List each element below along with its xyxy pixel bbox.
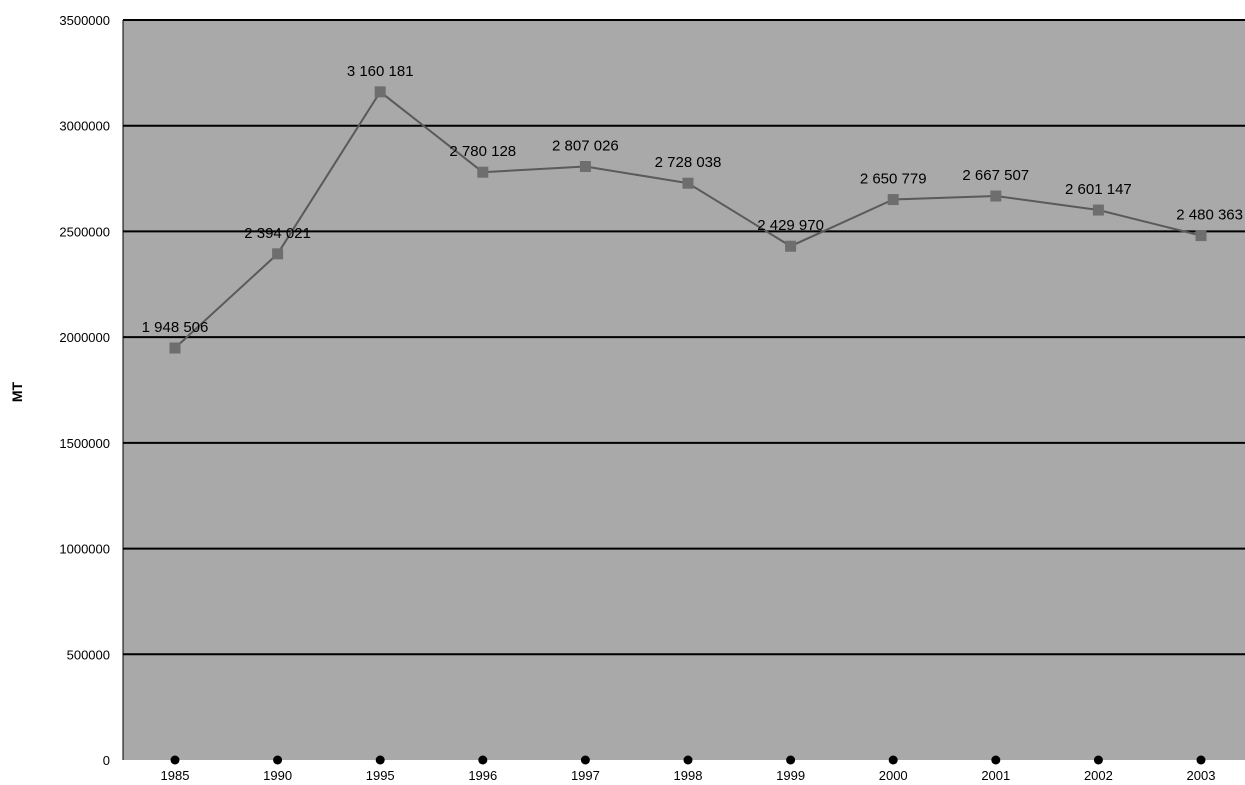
y-tick-label: 2500000	[59, 224, 110, 239]
data-points	[169, 86, 1207, 354]
data-point	[785, 240, 797, 252]
y-axis-tick-labels: 0 500000 1000000 1500000 2000000 2500000 30000…	[59, 13, 110, 768]
data-point	[169, 342, 181, 354]
data-label: 3 160 181	[347, 63, 414, 80]
data-labels: 1 948 506 2 394 021 3 160 181 2 780 128 2 80…	[142, 63, 1243, 336]
x-tick-label: 2000	[879, 768, 908, 783]
x-axis-marker	[170, 755, 180, 765]
plot-area	[123, 20, 1245, 760]
x-tick-label: 1996	[468, 768, 497, 783]
x-axis-tick-labels: 1985 1990 1995 1996 1997 1998 1999 2000 2001 2002…	[161, 768, 1216, 783]
y-axis-label: MT	[9, 381, 25, 402]
data-label: 2 650 779	[860, 171, 927, 188]
data-point	[1195, 230, 1207, 242]
x-tick-label: 2002	[1084, 768, 1113, 783]
data-label: 2 429 970	[757, 217, 824, 234]
x-tick-label: 2001	[981, 768, 1010, 783]
x-tick-label: 1999	[776, 768, 805, 783]
x-axis-marker	[478, 755, 488, 765]
gridlines	[122, 19, 1245, 760]
x-tick-label: 1997	[571, 768, 600, 783]
data-point	[579, 161, 591, 173]
data-point	[272, 248, 284, 260]
x-tick-label: 1998	[674, 768, 703, 783]
data-label: 2 480 363	[1176, 207, 1243, 224]
x-axis-marker	[1093, 755, 1103, 765]
x-axis-marker	[888, 755, 898, 765]
x-axis-marker	[786, 755, 796, 765]
y-tick-label: 500000	[67, 647, 110, 662]
x-axis-marker	[1196, 755, 1206, 765]
data-label: 2 807 026	[552, 138, 619, 155]
data-point	[374, 86, 386, 98]
x-tick-label: 1985	[161, 768, 190, 783]
x-axis-marker	[991, 755, 1001, 765]
x-axis-marker	[580, 755, 590, 765]
data-point	[682, 177, 694, 189]
x-tick-label: 1995	[366, 768, 395, 783]
x-axis-marker	[683, 755, 693, 765]
data-label: 2 667 507	[962, 167, 1029, 184]
data-point	[477, 166, 489, 178]
x-axis-marker	[273, 755, 283, 765]
data-point	[1092, 204, 1104, 216]
data-label: 2 728 038	[655, 154, 722, 171]
x-tick-label: 2003	[1187, 768, 1216, 783]
data-point	[887, 194, 899, 206]
x-axis-marker	[375, 755, 385, 765]
y-tick-label: 3500000	[59, 13, 110, 28]
x-tick-label: 1990	[263, 768, 292, 783]
y-tick-label: 1000000	[59, 542, 110, 557]
data-label: 2 601 147	[1065, 181, 1132, 198]
data-label: 2 780 128	[449, 143, 516, 160]
data-point	[990, 190, 1002, 202]
y-tick-label: 1500000	[59, 436, 110, 451]
y-tick-label: 0	[103, 753, 110, 768]
y-tick-label: 3000000	[59, 119, 110, 134]
data-label: 1 948 506	[142, 319, 209, 336]
y-tick-label: 2000000	[59, 330, 110, 345]
x-axis-markers	[170, 755, 1206, 765]
data-label: 2 394 021	[244, 225, 311, 242]
